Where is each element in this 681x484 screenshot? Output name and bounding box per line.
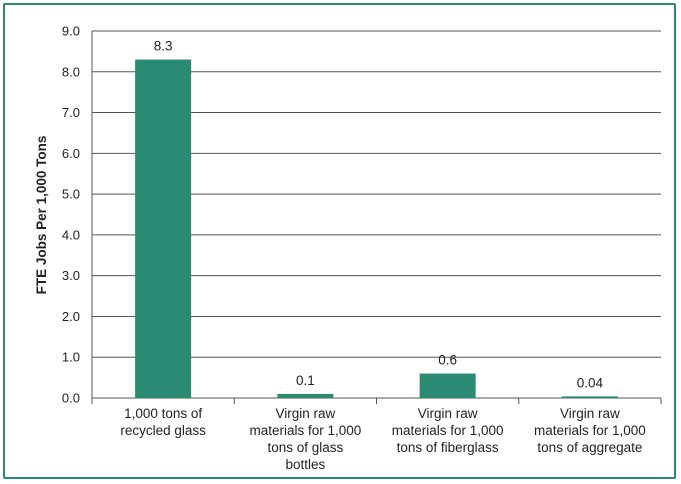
x-tick-label: materials for 1,000 xyxy=(249,423,361,438)
x-tick-label: Virgin raw xyxy=(275,406,335,421)
y-tick-label: 6.0 xyxy=(62,146,80,161)
data-label: 8.3 xyxy=(154,39,173,54)
x-tick-label: bottles xyxy=(285,457,325,472)
y-tick-label: 1.0 xyxy=(62,350,80,365)
y-tick-label: 4.0 xyxy=(62,227,80,242)
x-tick-label: tons of aggregate xyxy=(537,440,642,455)
bar xyxy=(277,393,334,398)
x-tick-label: tons of glass xyxy=(267,440,343,455)
x-tick-label: materials for 1,000 xyxy=(534,423,646,438)
y-tick-label: 5.0 xyxy=(62,187,80,202)
y-axis-label: FTE Jobs Per 1,000 Tons xyxy=(34,136,49,295)
x-tick-label: tons of fiberglass xyxy=(397,440,499,455)
x-tick-label: recycled glass xyxy=(120,423,206,438)
bar xyxy=(561,396,618,398)
y-tick-label: 7.0 xyxy=(62,105,80,120)
y-tick-label: 9.0 xyxy=(62,24,80,39)
y-tick-label: 2.0 xyxy=(62,309,80,324)
x-tick-label: Virgin raw xyxy=(560,406,620,421)
x-tick-label: materials for 1,000 xyxy=(392,423,504,438)
bar xyxy=(135,59,192,399)
x-tick-label: 1,000 tons of xyxy=(124,406,202,421)
x-tick-label: Virgin raw xyxy=(418,406,478,421)
y-tick-label: 3.0 xyxy=(62,268,80,283)
data-label: 0.04 xyxy=(577,375,604,390)
data-label: 0.6 xyxy=(438,353,457,368)
chart-frame xyxy=(3,3,676,479)
y-tick-label: 0.0 xyxy=(62,391,80,406)
y-tick-label: 8.0 xyxy=(62,64,80,79)
bar xyxy=(419,373,476,398)
data-label: 0.1 xyxy=(296,373,315,388)
